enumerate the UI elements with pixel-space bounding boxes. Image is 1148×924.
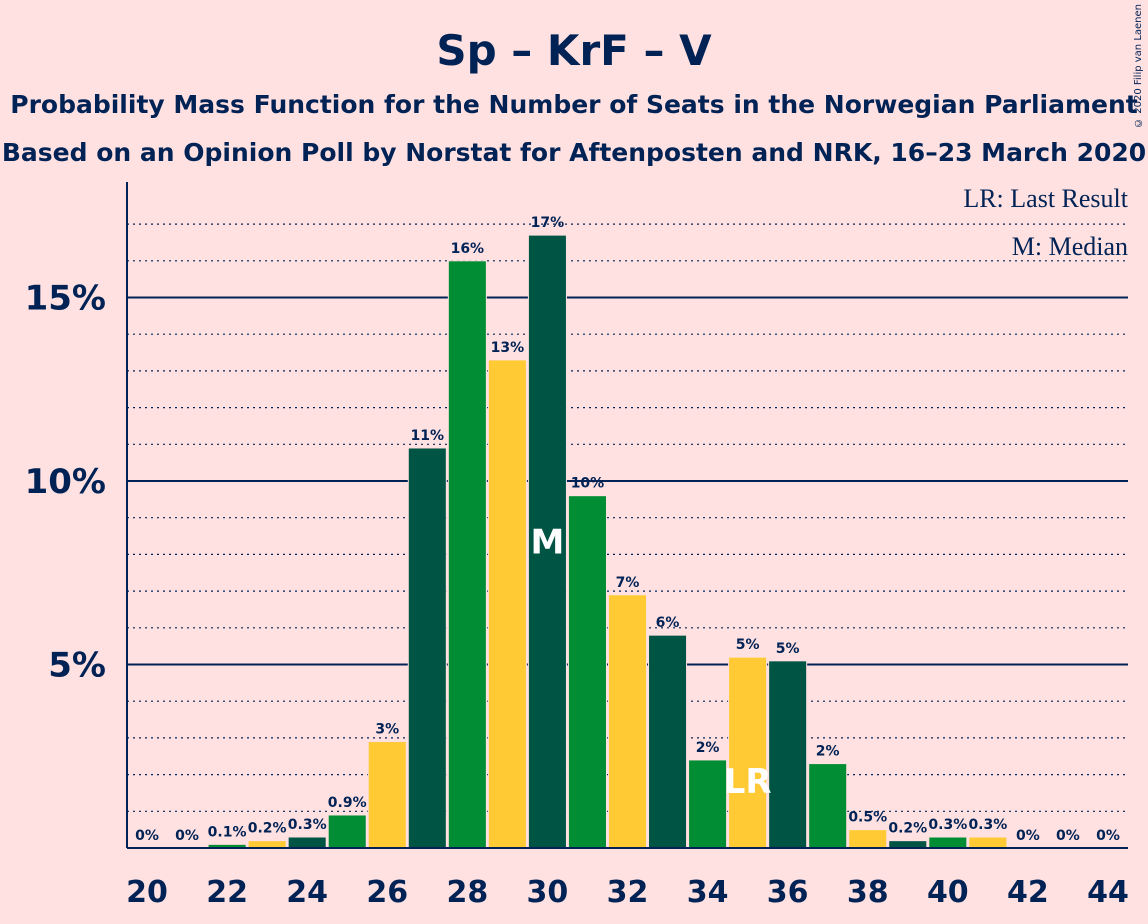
bar [648, 634, 688, 849]
bar [808, 763, 848, 849]
x-tick-label: 24 [286, 875, 328, 910]
data-label: 0.3% [968, 817, 1007, 833]
data-label: 5% [736, 637, 760, 653]
x-tick-label: 38 [847, 875, 889, 910]
data-label: 3% [375, 722, 399, 738]
axes: 5% 10% 15% 20 22 24 26 28 30 32 34 36 38 40 42 44 [25, 182, 1129, 910]
data-label: 13% [491, 340, 525, 356]
data-label: 0% [135, 828, 159, 844]
bar [487, 359, 527, 849]
data-label: 16% [451, 241, 485, 257]
bar [567, 495, 607, 849]
bar [928, 836, 968, 849]
x-tick-label: 34 [687, 875, 729, 910]
chart-subtitle-2: Based on an Opinion Poll by Norstat for … [1, 138, 1147, 167]
x-tick-label: 40 [927, 875, 969, 910]
bar [447, 260, 487, 849]
chart-title: Sp – KrF – V [436, 26, 712, 75]
data-label: 0.3% [928, 817, 967, 833]
bar [768, 660, 808, 849]
data-label: 0.2% [248, 821, 287, 837]
bar [968, 836, 1008, 849]
data-labels: 0% 0% 0.1% 0.2% 0.3%0.9%3%11%16%13%17%M10%7%… [135, 215, 1120, 844]
data-label: 17% [531, 215, 565, 231]
x-tick-label: 28 [446, 875, 488, 910]
bar [327, 814, 367, 849]
x-tick-label: 22 [206, 875, 248, 910]
bar [607, 594, 648, 849]
legend-median: M: Median [1011, 232, 1128, 261]
bar [407, 447, 447, 849]
data-label: 0.1% [208, 824, 247, 840]
bar [728, 656, 768, 849]
bar [247, 840, 287, 849]
bar [888, 840, 928, 849]
data-label: 0% [175, 828, 199, 844]
data-label: 0.9% [328, 795, 367, 811]
x-tick-label: 26 [366, 875, 408, 910]
copyright-notice: © 2020 Filip van Laenen [1133, 4, 1144, 128]
bars [207, 234, 1008, 849]
data-label: 0% [1096, 828, 1120, 844]
data-label: 2% [696, 740, 720, 756]
median-marker: M [530, 523, 564, 563]
data-label: 0.2% [888, 821, 927, 837]
bar [527, 234, 567, 849]
y-tick-label: 10% [25, 462, 106, 502]
data-label: 5% [776, 641, 800, 657]
x-tick-label: 36 [767, 875, 809, 910]
data-label: 7% [616, 575, 640, 591]
y-tick-label: 5% [48, 646, 106, 686]
legend-last-result: LR: Last Result [963, 184, 1128, 213]
bar [688, 759, 728, 849]
bar [848, 829, 888, 849]
x-tick-label: 44 [1087, 875, 1129, 910]
data-label: 11% [411, 428, 445, 444]
x-tick-label: 42 [1007, 875, 1049, 910]
data-label: 10% [571, 476, 605, 492]
data-label: 6% [656, 615, 680, 631]
x-tick-label: 20 [126, 875, 168, 910]
x-tick-label: 30 [527, 875, 569, 910]
last-result-marker: LR [724, 762, 772, 802]
y-tick-label: 15% [25, 279, 106, 319]
data-label: 0.5% [848, 810, 887, 826]
data-label: 0% [1056, 828, 1080, 844]
bar [287, 836, 327, 849]
x-tick-label: 32 [607, 875, 649, 910]
chart-subtitle-1: Probability Mass Function for the Number… [10, 90, 1138, 119]
data-label: 0.3% [288, 817, 327, 833]
data-label: 0% [1016, 828, 1040, 844]
data-label: 2% [816, 744, 840, 760]
bar [367, 741, 407, 849]
